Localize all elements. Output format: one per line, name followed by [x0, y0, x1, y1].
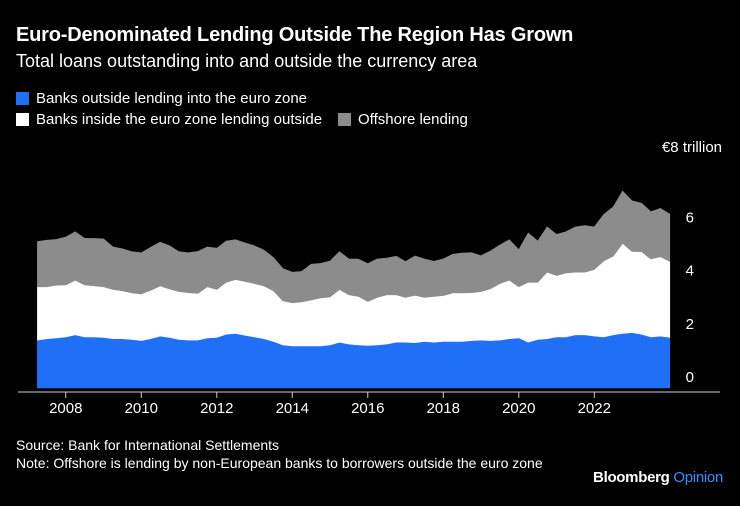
y-tick-label-4: 4 [686, 263, 694, 280]
x-tick-label-2014: 2014 [276, 400, 309, 417]
y-tick-label-0: 0 [686, 369, 694, 386]
stacked-area-chart: 2008 2010 2012 2014 2016 2018 2020 2022 0 2 4 6 €8 t… [18, 139, 722, 417]
legend-row-2: Banks inside the euro zone lending outsi… [16, 111, 484, 128]
footnote: Note: Offshore is lending by non-Europea… [16, 455, 543, 471]
legend-swatch-inside-banks [16, 113, 29, 126]
legend-label-outside-banks: Banks outside lending into the euro zone [36, 90, 308, 107]
x-tick-label-2010: 2010 [125, 400, 158, 417]
chart-subtitle: Total loans outstanding into and outside… [16, 51, 478, 71]
x-tick-label-2012: 2012 [200, 400, 233, 417]
y-tick-label-6: 6 [686, 209, 694, 226]
x-tick-label-2018: 2018 [427, 400, 460, 417]
brand-logo: Bloomberg Opinion [593, 469, 723, 486]
source-note: Source: Bank for International Settlemen… [16, 437, 280, 453]
y-unit-label: €8 trillion [662, 139, 722, 156]
x-tick-label-2020: 2020 [502, 400, 535, 417]
x-tick-label-2022: 2022 [578, 400, 611, 417]
legend-swatch-outside-banks [16, 92, 29, 105]
brand-second: Opinion [673, 469, 723, 486]
legend-item-inside-banks: Banks inside the euro zone lending outsi… [16, 111, 322, 128]
legend-label-inside-banks: Banks inside the euro zone lending outsi… [36, 111, 323, 128]
footer: Source: Bank for International Settlemen… [16, 436, 576, 472]
brand-first: Bloomberg [593, 469, 670, 486]
legend-label-offshore: Offshore lending [358, 111, 468, 128]
x-tick-label-2016: 2016 [351, 400, 384, 417]
x-tick-label-2008: 2008 [49, 400, 82, 417]
y-tick-label-2: 2 [686, 316, 694, 333]
chart-title: Euro-Denominated Lending Outside The Reg… [16, 24, 574, 46]
legend-swatch-offshore [338, 113, 352, 126]
legend-item-offshore: Offshore lending [338, 111, 468, 128]
legend-row-1: Banks outside lending into the euro zone [16, 90, 323, 107]
area-offshore [37, 190, 671, 304]
legend-item-outside-banks: Banks outside lending into the euro zone [16, 90, 307, 107]
